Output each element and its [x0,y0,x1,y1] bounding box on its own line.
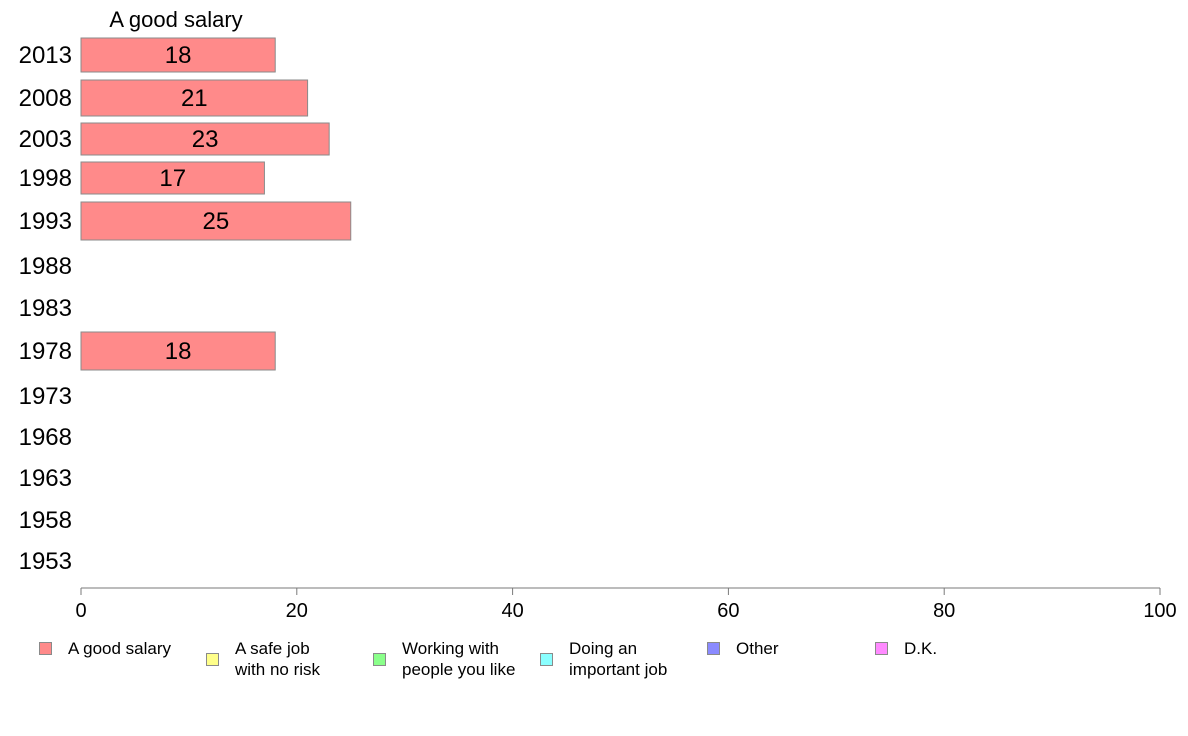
y-tick-label: 1993 [19,208,72,235]
legend-label: Doing an important job [569,639,668,679]
y-tick-label: 2013 [19,42,72,69]
y-tick-label: 1953 [19,548,72,575]
bar-value-label: 18 [165,42,192,69]
series-title: A good salary [109,7,242,32]
legend-swatch [373,652,386,666]
bar-value-label: 25 [203,208,230,235]
x-tick-label: 40 [501,600,523,622]
bar-chart: A good salary 2013 18 2008 21 2003 23 1998 17 19… [19,7,1177,622]
legend-label: Working with people you like [402,639,516,679]
x-tick-label: 80 [933,600,955,622]
y-tick-label: 1963 [19,465,72,492]
legend-item: Other [707,638,779,659]
y-tick-label: 1983 [19,295,72,322]
y-tick-label: 1973 [19,383,72,410]
y-tick-label: 1958 [19,507,72,534]
y-tick-label: 2008 [19,85,72,112]
legend: A good salary A safe job with no risk Work… [0,632,1188,692]
legend-swatch [206,652,219,666]
bar-value-label: 18 [165,338,192,365]
legend-item: Doing an important job [540,638,667,680]
x-tick-label: 0 [75,600,86,622]
bar [80,331,276,371]
y-tick-label: 2003 [19,126,72,153]
y-tick-label: 1998 [19,165,72,192]
bar [80,37,276,73]
legend-swatch [540,652,553,666]
bar [80,201,352,241]
bar [80,122,330,156]
y-tick-label: 1968 [19,424,72,451]
legend-swatch [39,642,52,655]
legend-item: A safe job with no risk [206,638,320,680]
bar-value-label: 21 [181,85,208,112]
legend-item: A good salary [39,638,171,659]
bar [80,161,265,195]
bar [80,79,309,117]
y-tick-label: 1988 [19,253,72,280]
legend-label: Other [736,639,779,658]
bar-value-label: 17 [159,165,186,192]
legend-label: A good salary [68,639,172,658]
x-tick-label: 100 [1143,600,1176,622]
legend-swatch [707,642,720,655]
legend-label: D.K. [904,639,938,658]
bar-value-label: 23 [192,126,219,153]
legend-item: D.K. [875,638,937,659]
legend-swatch [875,642,888,655]
y-tick-label: 1978 [19,338,72,365]
legend-label: A safe job with no risk [235,639,321,679]
x-tick-label: 20 [286,600,308,622]
legend-item: Working with people you like [373,638,515,680]
x-tick-label: 60 [717,600,739,622]
